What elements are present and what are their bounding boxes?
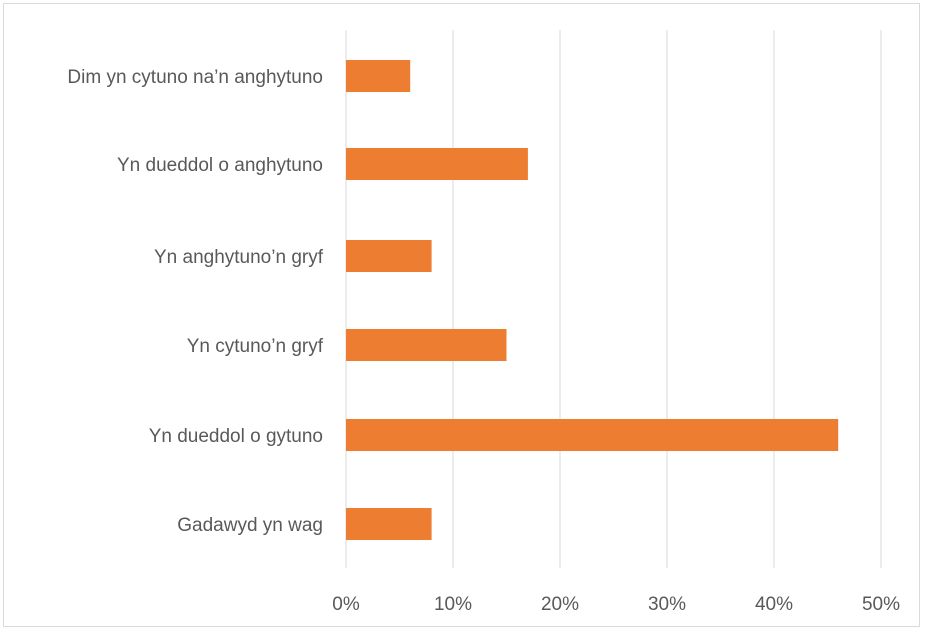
bars — [346, 60, 839, 540]
x-tick-label: 10% — [434, 594, 472, 615]
category-label: Yn dueddol o anghytuno — [117, 155, 323, 176]
chart-frame — [3, 3, 920, 627]
bar-3 — [346, 329, 507, 361]
category-label: Yn dueddol o gytuno — [149, 426, 323, 447]
gridlines — [345, 30, 882, 568]
x-tick-label: 20% — [541, 594, 579, 615]
x-tick-label: 40% — [755, 594, 793, 615]
category-label: Yn anghytuno’n gryf — [154, 247, 324, 268]
bar-1 — [346, 148, 528, 180]
x-tick-labels: 0% 10% 20% 30% 40% 50% — [332, 594, 900, 615]
category-label: Yn cytuno’n gryf — [187, 336, 324, 357]
x-tick-label: 50% — [862, 594, 900, 615]
bar-0 — [346, 60, 411, 92]
bar-2 — [346, 240, 432, 272]
category-label: Dim yn cytuno na’n anghytuno — [67, 67, 323, 88]
bar-5 — [346, 508, 432, 540]
category-label: Gadawyd yn wag — [177, 515, 323, 536]
x-tick-label: 0% — [332, 594, 360, 615]
x-tick-label: 30% — [648, 594, 686, 615]
category-labels: Dim yn cytuno na’n anghytuno Yn dueddol o… — [67, 67, 323, 536]
bar-4 — [346, 419, 839, 451]
